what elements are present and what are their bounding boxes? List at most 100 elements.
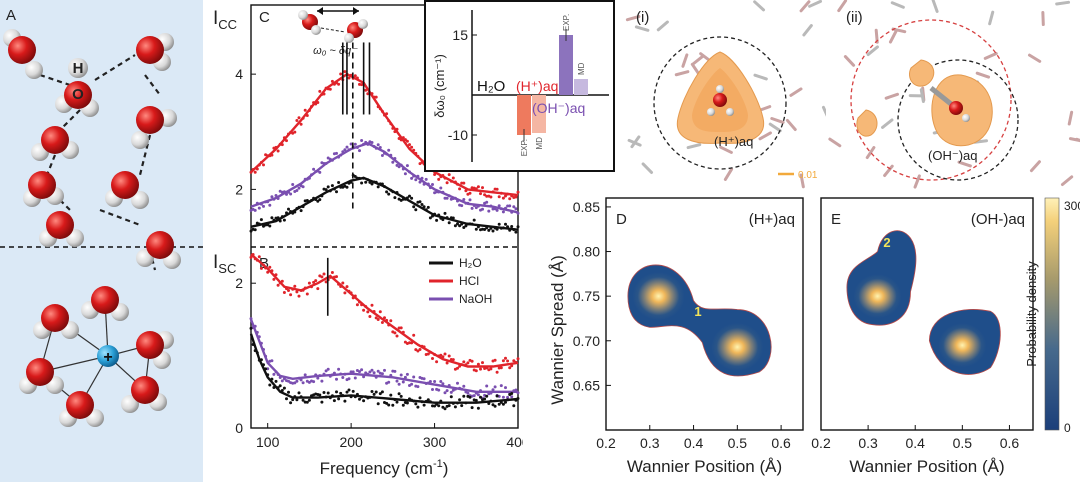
data-point (385, 112, 389, 116)
data-point (493, 358, 497, 362)
water-stick (634, 25, 650, 32)
data-point (282, 190, 286, 194)
legend-label-h2o: H₂O (459, 256, 482, 270)
data-point (422, 182, 426, 186)
water-stick (802, 24, 813, 37)
data-point (491, 229, 495, 233)
data-point (362, 142, 366, 146)
panel-e-heatmap: 0.2 0.3 0.4 0.5 0.6 Wannier Position (Å) (OH-)… (811, 197, 1034, 476)
data-point (380, 372, 384, 376)
water-molecules (3, 29, 181, 427)
data-point (516, 225, 520, 229)
data-point (370, 303, 374, 307)
data-point (287, 390, 290, 394)
heatmap-xtick-label: 0.3 (858, 435, 878, 451)
data-point (451, 176, 455, 180)
data-point (510, 364, 514, 368)
data-point (278, 384, 282, 388)
data-point (474, 369, 478, 373)
data-point (414, 151, 418, 155)
data-point (262, 263, 265, 267)
data-point (355, 146, 359, 149)
data-point (499, 400, 503, 404)
data-point (322, 272, 326, 276)
data-point (403, 172, 407, 176)
data-point (510, 210, 514, 214)
series-points-naoh (249, 317, 520, 400)
data-point (458, 187, 462, 191)
xtick-label: 200 (339, 434, 363, 450)
data-point (343, 399, 347, 403)
data-point (437, 213, 441, 217)
series-line-naoh (249, 318, 518, 393)
data-point (449, 179, 453, 183)
inset-oh-label: (OH⁻)aq (532, 100, 585, 116)
data-point (383, 316, 386, 320)
data-point (441, 174, 445, 177)
data-point (280, 279, 284, 283)
data-point (370, 390, 374, 393)
spectra-frame (250, 4, 519, 429)
heatmap-xtick-label: 0.2 (596, 435, 616, 451)
data-point (307, 398, 311, 402)
data-point (282, 291, 286, 294)
data-point (405, 372, 409, 376)
water-stick (799, 0, 811, 13)
data-point (253, 208, 257, 212)
data-point (514, 207, 518, 211)
data-point (451, 401, 455, 405)
data-point (428, 216, 432, 220)
water-stick (881, 118, 894, 129)
data-point (489, 399, 493, 403)
data-point (418, 348, 422, 351)
water-molecule (136, 33, 174, 71)
data-point (435, 360, 439, 364)
data-point (358, 397, 361, 401)
data-point (316, 376, 320, 380)
data-point (443, 176, 447, 180)
data-point (426, 182, 430, 186)
data-point (297, 205, 301, 209)
data-point (428, 380, 432, 383)
water-stick (719, 145, 733, 154)
data-point (376, 143, 380, 147)
data-point (476, 185, 480, 189)
data-point (324, 395, 328, 399)
data-point (368, 180, 372, 184)
data-point (358, 370, 361, 374)
data-point (435, 402, 439, 406)
panel-i-shell (653, 36, 787, 170)
water-stick (837, 0, 848, 13)
inset-bar-chart: -10 15 δω₀ (cm⁻¹) EXP. MD EXP. MD H₂O (H⁺)aq (OH⁻… (424, 0, 615, 172)
data-point (312, 280, 316, 284)
data-point (501, 359, 505, 363)
data-point (316, 101, 320, 104)
c-ytick-label: 4 (235, 66, 243, 82)
data-point (497, 402, 501, 406)
water-stick (828, 137, 842, 148)
data-point (485, 226, 489, 230)
c-ytick-label: 2 (235, 181, 243, 197)
data-point (285, 211, 288, 215)
panel-b-letter: B (259, 255, 269, 272)
data-point (393, 196, 397, 200)
data-point (372, 145, 376, 148)
data-point (418, 200, 422, 204)
data-point (441, 405, 445, 409)
data-point (410, 341, 414, 345)
data-point (412, 174, 416, 178)
data-point (347, 76, 351, 80)
data-point (489, 226, 493, 230)
data-point (514, 360, 518, 364)
data-point (337, 82, 341, 86)
data-point (391, 126, 395, 130)
data-point (512, 359, 516, 363)
water-stick (1060, 175, 1074, 186)
colorbar: 300 0 Probability density (1024, 197, 1080, 435)
data-point (416, 174, 420, 178)
data-point (297, 186, 301, 190)
data-point (491, 388, 495, 392)
data-point (420, 400, 424, 404)
data-point (266, 200, 270, 204)
data-point (405, 196, 409, 200)
